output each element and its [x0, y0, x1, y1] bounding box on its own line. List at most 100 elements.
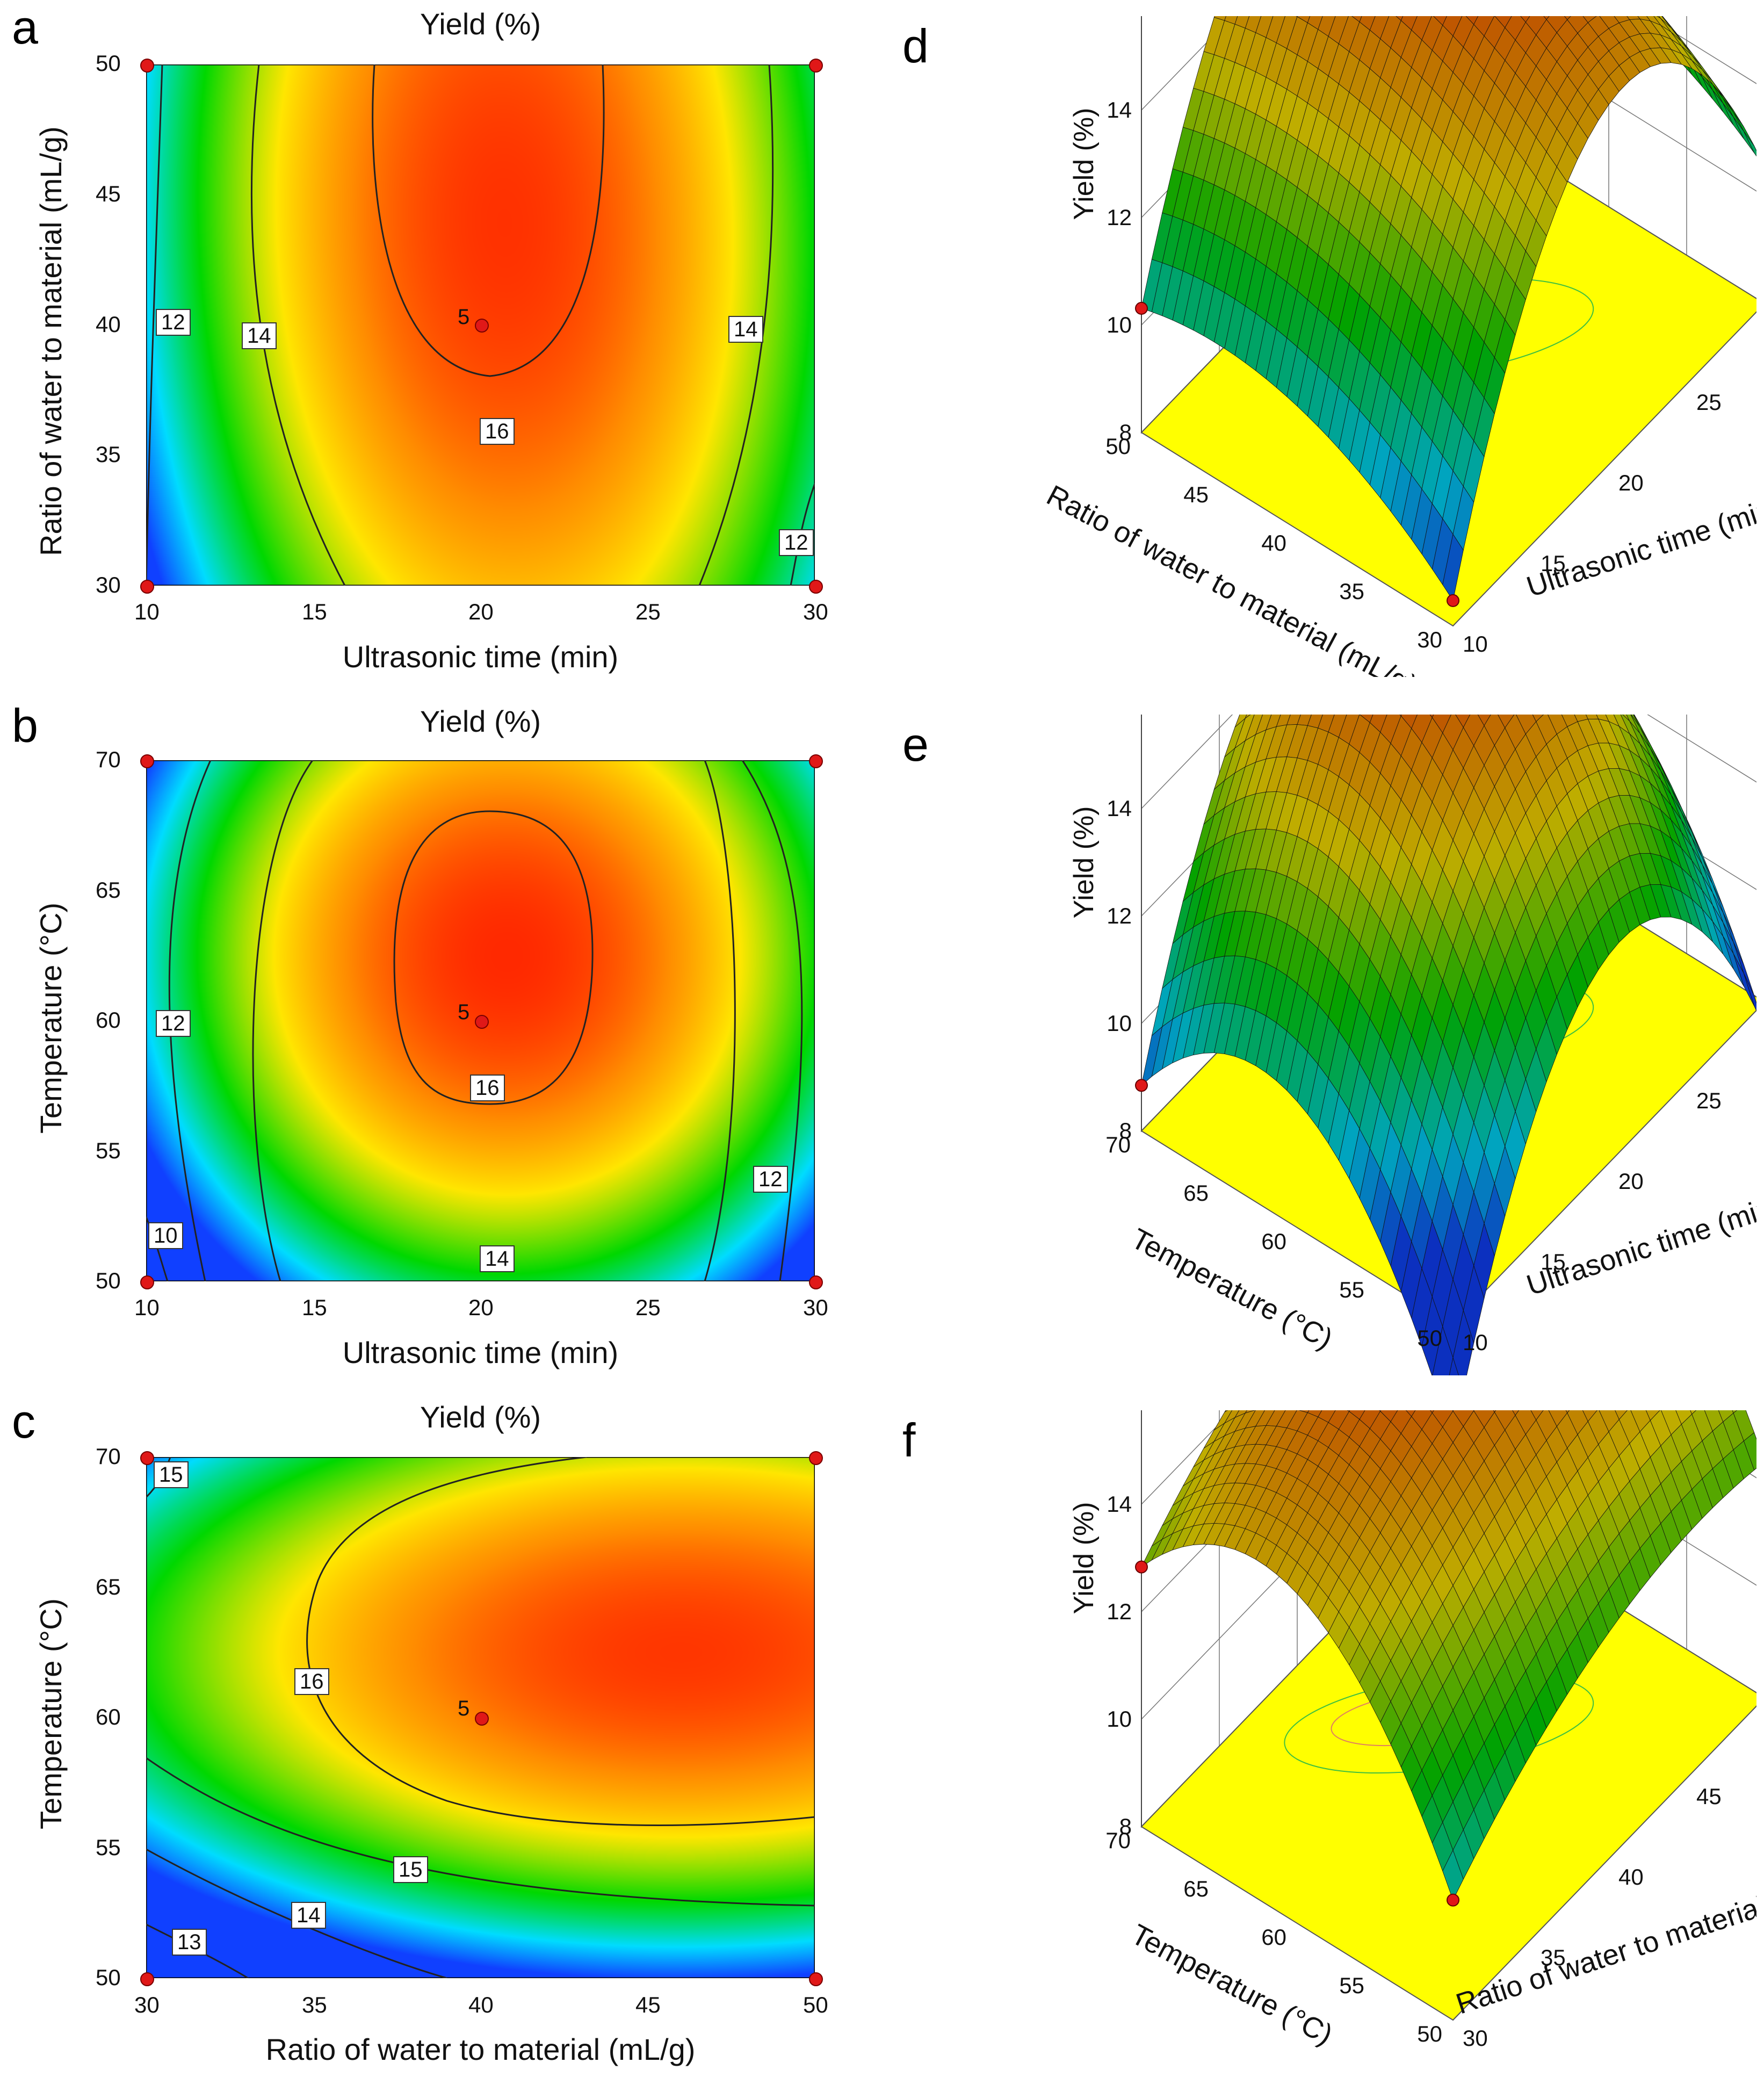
surface-d-ytick: 30 — [1417, 627, 1442, 652]
contour-b-line-16 — [393, 810, 594, 1105]
contour-a-line-12-left — [146, 64, 163, 586]
contour-c-point — [140, 1972, 154, 1986]
contour-c-point — [809, 1972, 823, 1986]
panel-letter-c: c — [12, 1395, 35, 1448]
contour-a-label: 12 — [779, 529, 814, 556]
contour-b-lines — [146, 760, 815, 1281]
contour-b-xtick: 10 — [134, 1295, 160, 1320]
surface-d-xtick: 15 — [1541, 551, 1566, 576]
contour-a-title: Yield (%) — [420, 7, 541, 41]
surface-d-ztick: 8 — [1119, 420, 1132, 445]
surface-e-ztick: 8 — [1119, 1118, 1132, 1143]
contour-b-point — [140, 1275, 154, 1289]
surface-e-ytick: 65 — [1183, 1180, 1209, 1206]
contour-a-xlabel: Ultrasonic time (min) — [342, 640, 619, 674]
contour-a-xtick: 10 — [134, 599, 160, 624]
surface-d-cell — [1543, 16, 1550, 20]
contour-a-label: 14 — [242, 322, 277, 349]
surface-d-point — [1135, 301, 1148, 315]
contour-c-point — [140, 1451, 154, 1465]
contour-a-xtick: 25 — [635, 599, 661, 624]
surface-f-zlabel: Yield (%) — [1068, 1502, 1100, 1614]
surface-e-ytick: 60 — [1261, 1229, 1286, 1254]
contour-a-line-14-right — [698, 64, 774, 586]
contour-b-center-point — [475, 1015, 489, 1029]
surface-e-ztick: 12 — [1107, 903, 1132, 928]
surface-f-ytick: 60 — [1261, 1924, 1286, 1950]
surface-d-cell — [1520, 16, 1530, 23]
surface-f-cell — [1442, 1849, 1464, 1901]
contour-b-ytick: 50 — [96, 1268, 121, 1293]
contour-c-label: 13 — [172, 1929, 207, 1956]
surface-d-mesh — [1141, 16, 1756, 601]
surface-e-ylabel: Temperature (°C) — [1126, 1222, 1338, 1355]
surface-e-ytick: 50 — [1417, 1325, 1442, 1351]
contour-a-xtick: 20 — [468, 599, 494, 624]
surface-e-xtick: 25 — [1696, 1088, 1722, 1113]
surface-f-ytick: 70 — [1105, 1828, 1131, 1853]
contour-a-ytick: 30 — [96, 572, 121, 597]
surface-f-ytick: 50 — [1417, 2021, 1442, 2046]
contour-b-xtick: 25 — [635, 1295, 661, 1320]
contour-b-ytick: 60 — [96, 1007, 121, 1033]
surface-f-xtick: 45 — [1696, 1784, 1722, 1809]
surface-d-point — [1447, 594, 1459, 607]
surface-e-ytick: 70 — [1105, 1132, 1131, 1157]
contour-b-ylabel: Temperature (°C) — [34, 902, 68, 1134]
contour-b-point — [809, 1275, 823, 1289]
contour-a-ytick: 35 — [96, 442, 121, 467]
contour-b-xlabel: Ultrasonic time (min) — [342, 1336, 619, 1369]
panel-letter-e: e — [902, 718, 929, 771]
surface-f-cell — [1429, 1410, 1434, 1414]
contour-a-label: 14 — [728, 316, 763, 343]
contour-a-ytick: 50 — [96, 51, 121, 76]
contour-c-point — [809, 1451, 823, 1465]
contour-a-label: 12 — [156, 309, 191, 336]
surface-d-plot: 81012141618Yield (%)10152025303035404550… — [1042, 16, 1756, 677]
contour-b-label: 12 — [156, 1010, 191, 1037]
surface-f-cell — [1512, 1410, 1520, 1416]
surface-e-cell — [1429, 715, 1434, 718]
contour-c-label: 15 — [393, 1856, 428, 1883]
contour-b-label: 14 — [480, 1245, 515, 1272]
contour-b-point — [140, 754, 154, 768]
surface-e-xtick: 20 — [1618, 1169, 1644, 1194]
surface-f-point — [1447, 1893, 1459, 1907]
surface-f-ztick: 10 — [1107, 1706, 1132, 1732]
contour-b-label: 12 — [753, 1166, 788, 1193]
contour-b-ytick: 55 — [96, 1138, 121, 1163]
surface-e-ztick: 10 — [1107, 1011, 1132, 1036]
surface-d-ytick: 50 — [1105, 434, 1131, 459]
contour-c-ytick: 60 — [96, 1704, 121, 1729]
surface-e-cell — [1477, 715, 1491, 726]
contour-c-center-point — [475, 1712, 489, 1726]
contour-c-label: 14 — [291, 1902, 326, 1929]
surface-d-ytick: 45 — [1183, 482, 1209, 507]
contour-b-point — [809, 754, 823, 768]
contour-a-point — [140, 59, 154, 73]
surface-f-ztick: 14 — [1107, 1491, 1132, 1517]
panel-letter-a: a — [12, 1, 38, 54]
contour-a-ytick: 40 — [96, 312, 121, 337]
surface-e-cell — [1449, 1357, 1459, 1375]
contour-a-label: 16 — [480, 418, 515, 445]
surface-e-point — [1135, 1079, 1148, 1092]
surface-d-ytick: 40 — [1261, 530, 1286, 556]
surface-f-ytick: 55 — [1339, 1973, 1364, 1998]
panel-letter-b: b — [12, 699, 38, 752]
contour-b-label: 10 — [148, 1222, 183, 1249]
contour-a-xtick: 30 — [803, 599, 828, 624]
surface-d-xtick: 10 — [1463, 631, 1488, 657]
contour-b-label: 16 — [470, 1075, 505, 1101]
contour-b-line-12-right — [741, 760, 803, 1281]
surface-e-xtick: 10 — [1463, 1330, 1488, 1355]
contour-a-point — [809, 580, 823, 594]
contour-c-ytick: 55 — [96, 1835, 121, 1860]
surface-d-cell — [1564, 16, 1571, 20]
surface-f-xtick: 35 — [1541, 1945, 1566, 1970]
surface-f-cell — [1565, 1410, 1570, 1414]
contour-b-xtick: 20 — [468, 1295, 494, 1320]
contour-b-line-12-left — [168, 760, 212, 1281]
surface-f-ztick: 12 — [1107, 1599, 1132, 1624]
contour-a-ylabel: Ratio of water to material (mL/g) — [34, 126, 68, 556]
